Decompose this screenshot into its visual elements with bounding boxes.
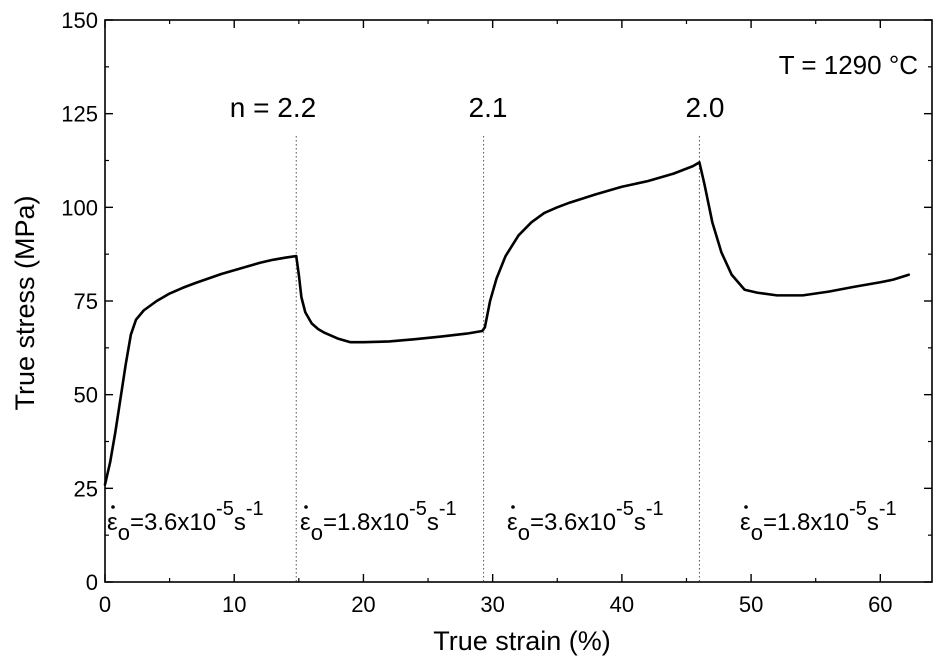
strain-rate-labels: εo=3.6x10-5s-1 εo=1.8x10-5s-1 εo=3.6x10-5s… [107,498,897,545]
stress-curve-layer [103,161,911,486]
strain-rate-label-part: x10 [177,509,216,536]
x-tick-label: 10 [222,592,246,617]
stress-strain-curve [103,161,911,486]
strain-rate-label: εo=3.6x10-5s-1 [107,498,264,545]
n-value-label-2: 2.1 [469,92,508,123]
strain-rate-label-part: x10 [577,509,616,536]
y-tick-label: 150 [61,8,98,33]
y-tick-label: 50 [74,383,98,408]
epsilon-dot [511,505,515,509]
x-axis-label: True strain (%) [433,626,611,656]
strain-rate-label-part: s [234,509,246,536]
x-tick-label: 0 [99,592,111,617]
y-tick-label: 0 [86,570,98,595]
strain-rate-label-part: -1 [246,498,264,520]
strain-rate-label-part: -5 [216,498,234,520]
y-tick-label: 100 [61,195,98,220]
strain-rate-label-part: ε [300,509,311,536]
x-tick-label: 20 [351,592,375,617]
x-tick-label: 60 [868,592,892,617]
epsilon-dot [744,505,748,509]
epsilon-dot [304,505,308,509]
strain-rate-label-part: -1 [879,498,897,520]
strain-rate-label-part: o [518,520,530,545]
strain-rate-label-part: -5 [849,498,867,520]
strain-rate-label-part: -5 [616,498,634,520]
strain-rate-label-part: =1.8 [763,509,810,536]
y-tick-label: 25 [74,476,98,501]
n-value-label-1: n = 2.2 [230,92,316,123]
x-tick-label: 30 [480,592,504,617]
strain-rate-label-part: o [311,520,323,545]
strain-rate-label-part: s [427,509,439,536]
strain-rate-label-part: s [634,509,646,536]
strain-rate-label-part: -1 [646,498,664,520]
n-value-label-3: 2.0 [686,92,725,123]
strain-rate-label-part: o [751,520,763,545]
y-tick-label: 125 [61,102,98,127]
strain-rate-label-part: x10 [370,509,409,536]
temperature-label: T = 1290 °C [779,50,918,80]
strain-rate-label: εo=1.8x10-5s-1 [740,498,897,545]
strain-rate-label: εo=1.8x10-5s-1 [300,498,457,545]
strain-rate-label-part: -5 [409,498,427,520]
ticks: 0 10 20 30 40 50 60 0 25 50 75 100 125 150 [61,8,932,617]
strain-rate-label: εo=3.6x10-5s-1 [507,498,664,545]
strain-rate-label-part: s [867,509,879,536]
strain-rate-label-part: =1.8 [323,509,370,536]
strain-rate-label-part: ε [740,509,751,536]
strain-rate-label-part: o [118,520,130,545]
x-tick-label: 40 [610,592,634,617]
strain-rate-label-part: =3.6 [130,509,177,536]
strain-rate-label-part: x10 [810,509,849,536]
y-tick-label: 75 [74,289,98,314]
strain-rate-label-part: ε [507,509,518,536]
strain-rate-label-part: ε [107,509,118,536]
strain-rate-label-part: -1 [439,498,457,520]
strain-rate-label-part: =3.6 [530,509,577,536]
y-axis-label: True stress (MPa) [10,195,40,410]
x-tick-label: 50 [739,592,763,617]
epsilon-dot [111,505,115,509]
